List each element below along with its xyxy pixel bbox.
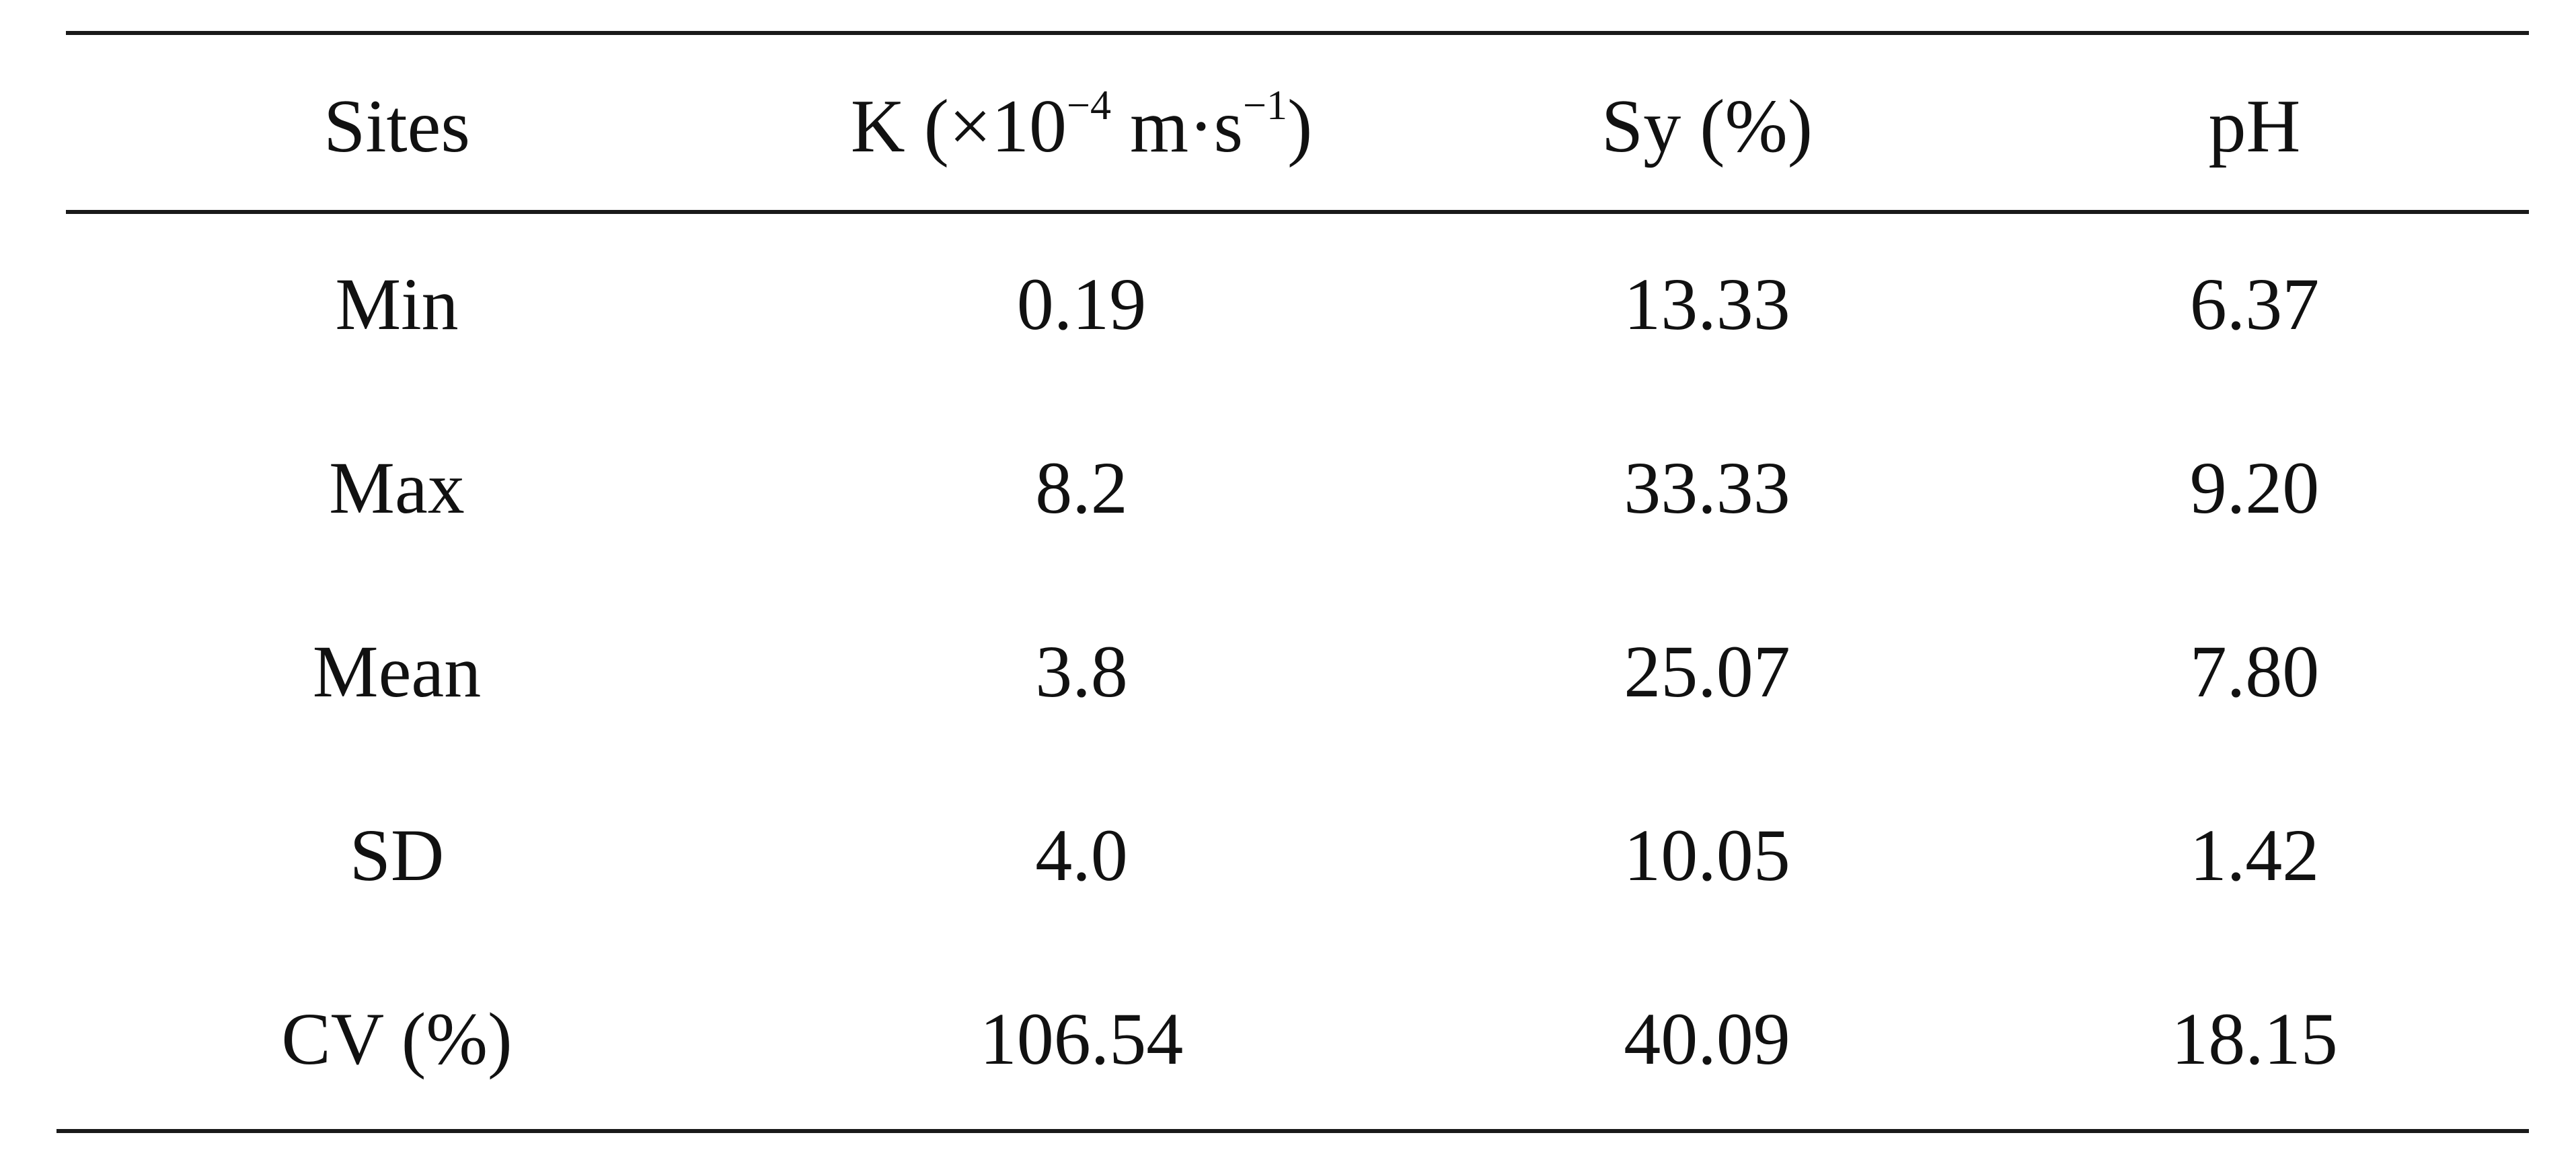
header-rule: [66, 210, 2529, 214]
bottom-rule: [56, 1129, 2529, 1133]
row-k: 0.19: [1016, 263, 1147, 345]
row-ph: 7.80: [2189, 630, 2320, 713]
table-row: SD 4.0 10.05 1.42: [0, 788, 2576, 922]
header-k-suffix: ): [1287, 85, 1313, 168]
row-site: Max: [329, 447, 465, 529]
header-k: K (×10−4 m·s−1): [851, 59, 1313, 194]
header-row: Sites K (×10−4 m·s−1) Sy (%) pH: [0, 59, 2576, 194]
header-k-exponent-2: −1: [1243, 82, 1287, 129]
row-ph: 6.37: [2189, 263, 2320, 345]
row-site: Min: [335, 263, 459, 345]
row-k: 4.0: [1035, 814, 1128, 896]
top-rule: [66, 31, 2529, 35]
row-k: 106.54: [979, 998, 1184, 1080]
table-row: Min 0.19 13.33 6.37: [0, 237, 2576, 371]
row-sy: 13.33: [1624, 263, 1790, 345]
row-site: CV (%): [281, 998, 513, 1080]
table-row: Mean 3.8 25.07 7.80: [0, 604, 2576, 739]
row-site: Mean: [312, 630, 482, 713]
table-row: CV (%) 106.54 40.09 18.15: [0, 972, 2576, 1106]
header-k-prefix: K (×10: [850, 85, 1067, 168]
row-k: 3.8: [1035, 630, 1128, 713]
row-ph: 18.15: [2171, 998, 2338, 1080]
header-ph: pH: [2208, 85, 2301, 168]
header-k-units: m·s: [1111, 85, 1244, 168]
header-k-exponent-1: −4: [1067, 82, 1112, 129]
row-ph: 1.42: [2189, 814, 2320, 896]
row-sy: 40.09: [1624, 998, 1790, 1080]
row-sy: 10.05: [1624, 814, 1790, 896]
header-sites: Sites: [324, 85, 470, 168]
row-sy: 33.33: [1624, 447, 1790, 529]
row-ph: 9.20: [2189, 447, 2320, 529]
header-sy: Sy (%): [1601, 85, 1813, 168]
table-row: Max 8.2 33.33 9.20: [0, 421, 2576, 555]
row-site: SD: [349, 814, 445, 896]
row-k: 8.2: [1035, 447, 1128, 529]
row-sy: 25.07: [1624, 630, 1790, 713]
